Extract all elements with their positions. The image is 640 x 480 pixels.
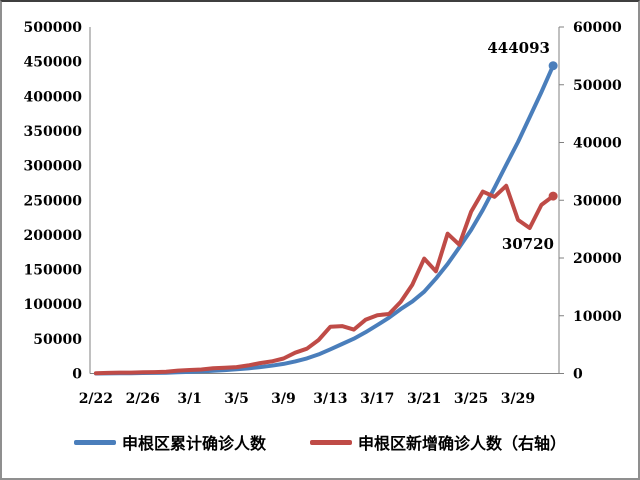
x-axis-tick-label: 3/1 xyxy=(177,391,202,407)
left-axis-tick-label: 500000 xyxy=(24,20,83,36)
left-axis-tick-label: 150000 xyxy=(24,263,83,279)
legend-label-cumulative: 申根区累计确诊人数 xyxy=(121,434,266,453)
x-axis-tick-label: 3/13 xyxy=(313,391,347,407)
left-axis-tick-label: 50000 xyxy=(33,332,82,348)
left-axis-tick-label: 0 xyxy=(72,367,82,383)
chart-legend: 申根区累计确诊人数 申根区新增确诊人数（右轴） xyxy=(2,418,638,466)
x-axis-tick-label: 3/29 xyxy=(501,391,535,407)
right-axis-tick-label: 0 xyxy=(573,367,583,383)
legend-item-new-cases: 申根区新增确诊人数（右轴） xyxy=(310,430,566,454)
legend-line-swatch-red xyxy=(310,439,352,445)
series-endpoint-marker-new-cases xyxy=(548,191,558,201)
series-endpoint-marker-cumulative xyxy=(548,61,558,71)
data-label-cumulative: 444093 xyxy=(487,39,550,57)
left-axis-tick-label: 200000 xyxy=(24,228,83,244)
left-axis-tick-label: 350000 xyxy=(24,124,83,140)
right-axis-tick-label: 50000 xyxy=(573,78,622,94)
x-axis-tick-label: 2/22 xyxy=(79,391,113,407)
right-axis-tick-label: 60000 xyxy=(573,20,622,36)
left-axis-tick-label: 250000 xyxy=(24,193,83,209)
legend-item-cumulative: 申根区累计确诊人数 xyxy=(73,430,266,454)
right-axis-tick-label: 10000 xyxy=(573,309,622,325)
left-axis-tick-label: 400000 xyxy=(24,89,83,105)
right-axis-tick-label: 40000 xyxy=(573,136,622,152)
left-axis-tick-label: 100000 xyxy=(24,297,83,313)
data-label-new-cases: 30720 xyxy=(502,235,554,253)
x-axis-tick-label: 3/5 xyxy=(224,391,249,407)
legend-line-swatch-blue xyxy=(73,439,116,445)
series-line-cumulative xyxy=(93,63,556,376)
x-axis-tick-label: 3/9 xyxy=(271,391,296,407)
left-axis-tick-label: 300000 xyxy=(24,159,83,175)
line-chart: 0500001000001500002000002500003000003500… xyxy=(24,20,622,407)
right-axis-tick-label: 20000 xyxy=(573,251,622,267)
left-axis-tick-label: 450000 xyxy=(24,55,83,71)
series-line-new-cases xyxy=(93,183,556,376)
x-axis-tick-label: 3/17 xyxy=(360,391,394,407)
legend-label-new-cases: 申根区新增确诊人数（右轴） xyxy=(358,434,567,453)
x-axis-tick-label: 3/25 xyxy=(454,391,488,407)
x-axis-tick-label: 2/26 xyxy=(126,391,160,407)
right-axis-tick-label: 30000 xyxy=(573,193,622,209)
x-axis-tick-label: 3/21 xyxy=(407,391,441,407)
